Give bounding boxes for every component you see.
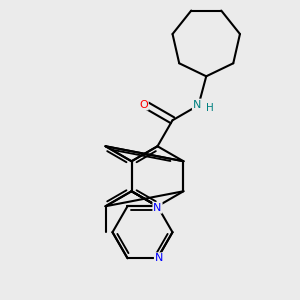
Text: N: N [155,253,163,263]
Text: N: N [193,100,201,110]
Text: O: O [139,100,148,110]
Text: N: N [153,203,162,213]
Text: H: H [206,103,214,112]
